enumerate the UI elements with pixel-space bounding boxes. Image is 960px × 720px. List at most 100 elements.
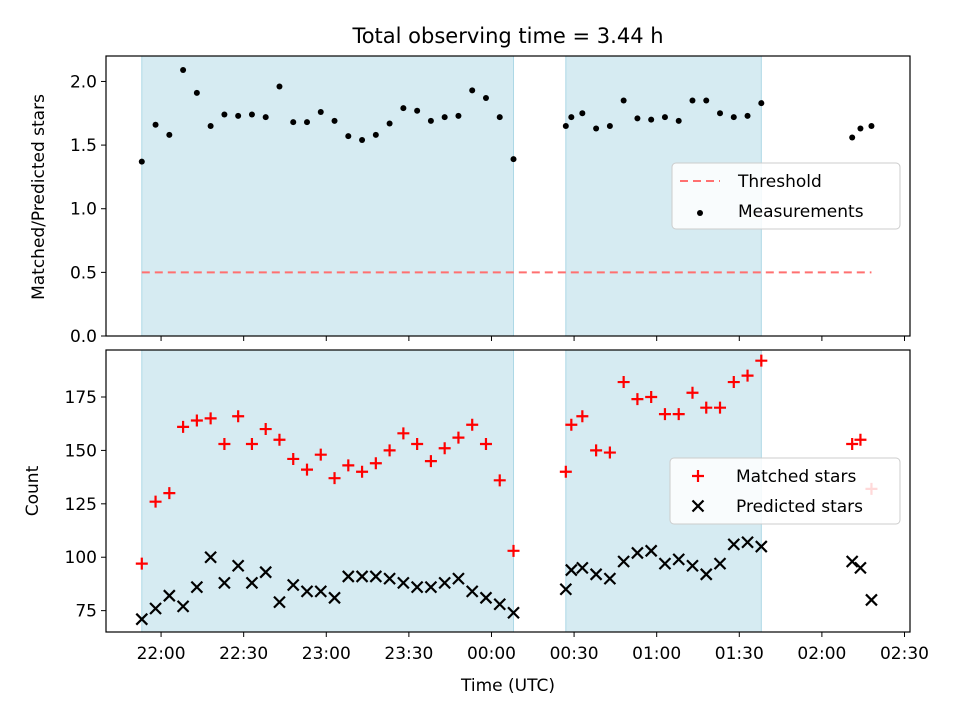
predicted-star-point <box>658 557 672 570</box>
predicted-star-point <box>699 568 713 581</box>
predicted-star-point <box>452 572 465 585</box>
matched-star-point <box>631 393 644 406</box>
predicted-star-point <box>383 572 396 585</box>
matched-star-point <box>452 431 465 444</box>
legend-box <box>669 457 901 525</box>
y-tick-label: 100 <box>65 548 97 568</box>
matched-star-point <box>411 438 424 450</box>
predicted-star-point <box>397 576 410 590</box>
predicted-star-point <box>741 535 754 549</box>
measurement-point <box>620 97 627 104</box>
measurement-point <box>290 119 297 126</box>
matched-star-point <box>383 444 396 457</box>
measurement-point <box>414 107 421 114</box>
predicted-star-point <box>854 561 867 575</box>
matched-star-point <box>479 438 492 450</box>
measurement-point <box>648 116 655 123</box>
measurement-point <box>400 105 407 112</box>
matched-star-point <box>559 465 572 478</box>
matched-star-point <box>686 386 699 399</box>
measurement-point <box>304 119 310 126</box>
measurement-point <box>248 111 255 118</box>
y-tick-label: 75 <box>75 602 97 622</box>
measurement-point <box>482 95 489 101</box>
matched-star-point <box>135 557 148 570</box>
matched-star-point <box>149 495 162 508</box>
predicted-star-point <box>355 570 369 583</box>
measurement-point <box>606 123 613 129</box>
x-tick-label: 22:00 <box>137 644 186 664</box>
predicted-star-point <box>369 570 383 583</box>
predicted-star-point <box>342 570 355 583</box>
y-tick-label: 125 <box>65 495 97 515</box>
predicted-star-point <box>672 553 685 566</box>
measurement-point <box>849 134 856 141</box>
matched-star-point <box>273 433 286 446</box>
predicted-star-point <box>565 563 578 577</box>
y-tick-label: 1.5 <box>70 136 97 156</box>
matched-star-point <box>356 465 369 478</box>
axes-frame <box>105 349 911 633</box>
measurement-point <box>868 123 875 129</box>
matched-star-point <box>438 442 451 455</box>
measurement-point <box>138 158 145 165</box>
measurement-point <box>510 156 517 163</box>
x-tick-label: 23:00 <box>302 644 351 664</box>
x-tick-label: 02:00 <box>797 644 846 664</box>
predicted-star-point <box>617 555 630 568</box>
predicted-star-point <box>727 538 741 551</box>
matched-star-point <box>658 408 671 421</box>
bottom-y-axis-label: Count <box>23 465 43 516</box>
matched-star-point <box>466 418 479 431</box>
measurement-point <box>568 114 575 121</box>
legend-label: Matched stars <box>736 467 856 487</box>
measurement-point <box>317 109 324 115</box>
matched-star-point <box>741 369 754 382</box>
x-tick-label: 01:00 <box>632 644 681 664</box>
measurement-point <box>221 111 228 118</box>
measurement-point <box>744 112 751 119</box>
legend-label: Measurements <box>738 202 864 222</box>
predicted-star-point <box>438 576 451 590</box>
measurement-point <box>262 114 269 121</box>
matched-star-point <box>493 474 506 487</box>
y-tick-label: 0.0 <box>70 327 97 347</box>
matched-star-point <box>714 401 727 414</box>
predicted-star-point <box>286 578 300 592</box>
top-panel: 0.0 0.5 1.0 1.5 2.0 Threshold Measurements <box>70 55 911 347</box>
predicted-star-point <box>865 593 878 607</box>
x-tick-label: 02:30 <box>880 644 929 664</box>
predicted-star-point <box>845 555 859 568</box>
predicted-star-point <box>149 602 162 615</box>
y-tick-label: 0.5 <box>70 263 97 283</box>
measurement-point <box>593 125 600 132</box>
matched-star-point <box>204 412 217 425</box>
measurement-point <box>562 123 569 129</box>
bottom-panel: 75 100 125 150 175 22:00 22:30 23:00 23:30 00:00 0… <box>65 349 929 664</box>
matched-star-point <box>163 487 176 500</box>
matched-star-point <box>424 455 437 468</box>
legend-label: Threshold <box>737 172 822 192</box>
legend-label: Predicted stars <box>736 497 863 517</box>
legend-box <box>671 162 901 230</box>
predicted-star-point <box>686 559 699 573</box>
matched-star-point <box>314 448 327 461</box>
measurement-point <box>661 114 668 121</box>
measurement-point <box>166 131 173 138</box>
y-tick-label: 175 <box>65 388 97 408</box>
y-tick-label: 2.0 <box>70 72 97 92</box>
predicted-star-point <box>245 576 259 590</box>
predicted-star-point <box>314 585 328 598</box>
legend-predicted-swatch <box>691 499 705 513</box>
measurement-point <box>180 67 187 73</box>
legend-matched-swatch <box>692 470 704 482</box>
predicted-star-point <box>176 600 190 613</box>
measurement-point <box>372 131 379 138</box>
matched-star-point <box>369 457 382 470</box>
measurement-point <box>152 121 159 128</box>
matched-star-point <box>259 423 272 436</box>
measurement-point <box>345 133 352 140</box>
predicted-star-point <box>204 550 217 564</box>
predicted-star-point <box>465 585 479 598</box>
